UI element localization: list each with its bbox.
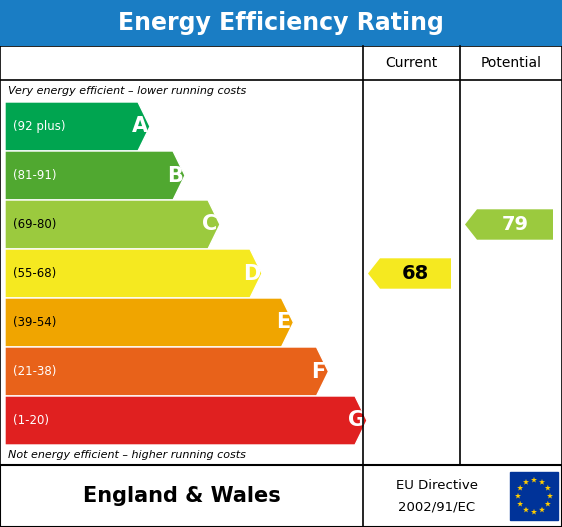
- Text: Current: Current: [386, 56, 438, 70]
- Polygon shape: [531, 477, 537, 483]
- Text: (55-68): (55-68): [13, 267, 56, 280]
- Bar: [0, 46, 562, 465]
- Text: EU Directive: EU Directive: [396, 479, 478, 492]
- Polygon shape: [531, 509, 537, 514]
- Bar: [0, 465, 562, 527]
- Text: (39-54): (39-54): [13, 316, 56, 329]
- Polygon shape: [5, 347, 329, 396]
- Text: C: C: [202, 214, 217, 235]
- Text: 68: 68: [402, 264, 429, 283]
- Polygon shape: [5, 298, 293, 347]
- Text: B: B: [167, 165, 183, 186]
- Text: (81-91): (81-91): [13, 169, 57, 182]
- Text: D: D: [243, 264, 261, 284]
- Text: F: F: [311, 362, 325, 382]
- Polygon shape: [5, 151, 185, 200]
- Bar: [510, 472, 558, 520]
- Text: Not energy efficient – higher running costs: Not energy efficient – higher running co…: [8, 450, 246, 460]
- Text: 79: 79: [501, 215, 528, 234]
- Polygon shape: [5, 102, 150, 151]
- Polygon shape: [5, 200, 220, 249]
- Polygon shape: [545, 485, 551, 491]
- Polygon shape: [517, 485, 523, 491]
- Text: (21-38): (21-38): [13, 365, 56, 378]
- Text: (69-80): (69-80): [13, 218, 56, 231]
- Polygon shape: [368, 258, 451, 289]
- Text: England & Wales: England & Wales: [83, 486, 280, 506]
- Text: Very energy efficient – lower running costs: Very energy efficient – lower running co…: [8, 86, 246, 96]
- Bar: [0, 0, 562, 46]
- Polygon shape: [465, 209, 553, 240]
- Text: G: G: [348, 411, 365, 431]
- Polygon shape: [5, 396, 367, 445]
- Polygon shape: [545, 501, 551, 506]
- Text: Potential: Potential: [481, 56, 542, 70]
- Text: 2002/91/EC: 2002/91/EC: [398, 500, 475, 513]
- Polygon shape: [523, 506, 529, 512]
- Polygon shape: [547, 493, 553, 499]
- Polygon shape: [539, 506, 545, 512]
- Text: (92 plus): (92 plus): [13, 120, 66, 133]
- Polygon shape: [5, 249, 262, 298]
- Polygon shape: [517, 501, 523, 506]
- Text: E: E: [277, 313, 291, 333]
- Polygon shape: [523, 479, 529, 485]
- Text: Energy Efficiency Rating: Energy Efficiency Rating: [118, 11, 444, 35]
- Text: (1-20): (1-20): [13, 414, 49, 427]
- Polygon shape: [515, 493, 521, 499]
- Text: A: A: [132, 116, 148, 136]
- Polygon shape: [539, 479, 545, 485]
